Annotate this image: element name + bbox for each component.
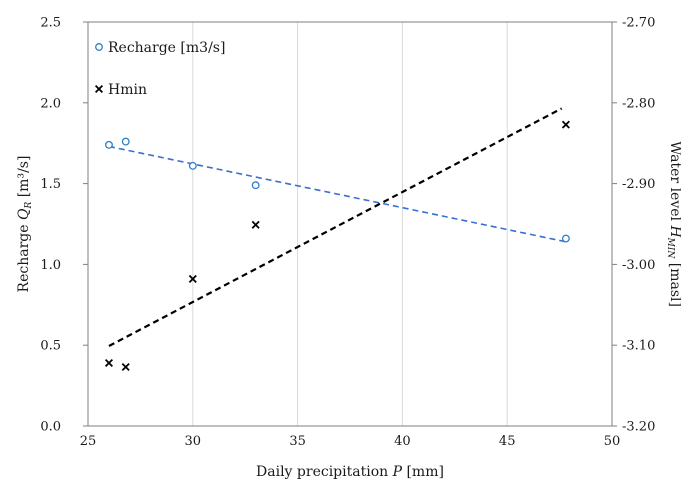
tick-labels: 25 30 35 40 45 50 0.0 0.5 1.0 1.5 2.0 2.5 -3.20 -3.10…: [40, 16, 655, 450]
trendline-recharge: [108, 145, 567, 243]
legend-marker-hmin-stroke: [94, 84, 104, 94]
y-right-tick-label: -3.20: [622, 420, 655, 435]
y-left-tick-label: 0.0: [40, 420, 61, 435]
recharge-point: [251, 181, 260, 190]
hmin-point-stroke: [561, 120, 570, 129]
legend-marker-recharge: [95, 43, 103, 51]
x-tick-label: 40: [394, 434, 411, 449]
legend: Recharge [m3/s] Hmin: [94, 40, 225, 98]
y-right-tick-label: -2.70: [622, 16, 655, 31]
hmin-point-stroke: [121, 362, 130, 372]
plot-frame: [87, 21, 613, 427]
y-left-tick-label: 0.5: [40, 339, 61, 354]
y-left-tick-label: 2.0: [40, 96, 61, 111]
legend-marker-hmin: [94, 84, 104, 94]
y-left-tick-label: 2.5: [40, 16, 61, 31]
hmin-point-stroke: [104, 358, 113, 368]
y-left-tick-label: 1.0: [40, 258, 61, 273]
y-right-tick-label: -3.00: [622, 258, 655, 273]
y-right-tick-label: -2.80: [622, 96, 655, 111]
hmin-point: [188, 274, 197, 283]
trendline-hmin: [108, 107, 563, 347]
hmin-point-stroke: [251, 220, 260, 229]
data-points: [104, 120, 570, 372]
vertical-gridlines: [192, 22, 508, 426]
hmin-point: [561, 120, 570, 129]
recharge-point: [561, 234, 570, 243]
x-tick-label: 35: [289, 434, 306, 449]
legend-label-recharge: Recharge [m3/s]: [108, 40, 225, 56]
hmin-point: [121, 362, 130, 372]
x-axis-label: Daily precipitation P [mm]: [256, 464, 444, 480]
recharge-point: [121, 137, 130, 146]
legend-label-hmin: Hmin: [108, 82, 147, 98]
hmin-point: [104, 358, 113, 368]
y-left-tick-label: 1.5: [40, 177, 61, 192]
x-tick-label: 25: [80, 434, 97, 449]
hmin-point: [251, 220, 260, 229]
y-right-tick-label: -3.10: [622, 339, 655, 354]
recharge-point: [105, 140, 113, 149]
recharge-point: [188, 161, 197, 170]
x-tick-label: 45: [499, 434, 516, 449]
x-tick-label: 30: [185, 434, 202, 449]
y-axis-left-label: Recharge QR [m³/s]: [16, 156, 34, 293]
y-axis-right-label: Water level HMIN [masl]: [665, 141, 681, 307]
x-tick-label: 50: [604, 434, 621, 449]
trendlines: [108, 107, 567, 347]
hmin-point-stroke: [188, 274, 197, 283]
y-right-tick-label: -2.90: [622, 177, 655, 192]
